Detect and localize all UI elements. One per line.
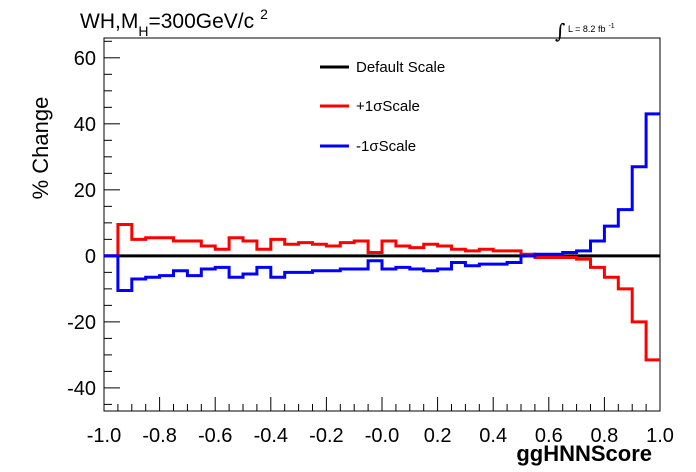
x-tick-label: 0.8 [590, 425, 618, 447]
x-tick-label: -0.6 [198, 425, 232, 447]
x-tick-label: -0.0 [365, 425, 399, 447]
x-tick-label: -0.2 [309, 425, 343, 447]
legend-label-minus1sigma: -1σScale [356, 138, 416, 155]
x-tick-label: 0.2 [424, 425, 452, 447]
series-line-minus1sigma [104, 112, 660, 293]
y-tick-label: -20 [67, 312, 96, 334]
x-tick-label: -0.4 [254, 425, 288, 447]
y-tick-label: -40 [67, 378, 96, 400]
legend-label-default: Default Scale [356, 59, 445, 76]
y-tick-label: 0 [85, 246, 96, 268]
y-tick-label: 20 [74, 180, 96, 202]
legend: Default Scale +1σScale -1σScale [320, 59, 445, 155]
x-tick-label: 0.6 [535, 425, 563, 447]
x-tick-label: 1.0 [646, 425, 674, 447]
luminosity-label: L = 8.2 fb -1 [568, 23, 615, 34]
legend-label-plus1sigma: +1σScale [356, 98, 420, 115]
x-axis-title: ggHNNScore [516, 441, 652, 466]
series-line-plus1sigma [104, 223, 660, 362]
integral-symbol: ∫ [555, 19, 565, 43]
y-tick-label: 40 [74, 114, 96, 136]
y-axis-title: % Change [28, 97, 53, 200]
y-tick-label: 60 [74, 48, 96, 70]
x-axis-ticks: -1.0 -0.8 -0.6 -0.4 -0.2 -0.0 0.2 0.4 0.6 0.8 1.0 [87, 397, 674, 447]
series-layer [104, 112, 660, 362]
x-tick-label: -0.8 [142, 425, 176, 447]
x-tick-label: 0.4 [479, 425, 507, 447]
chart-title: WH,MH=300GeV/c 2 [80, 6, 268, 39]
y-axis-ticks: -40 -20 0 20 40 60 [67, 40, 120, 405]
plot-frame [103, 37, 661, 412]
x-tick-label: -1.0 [87, 425, 121, 447]
